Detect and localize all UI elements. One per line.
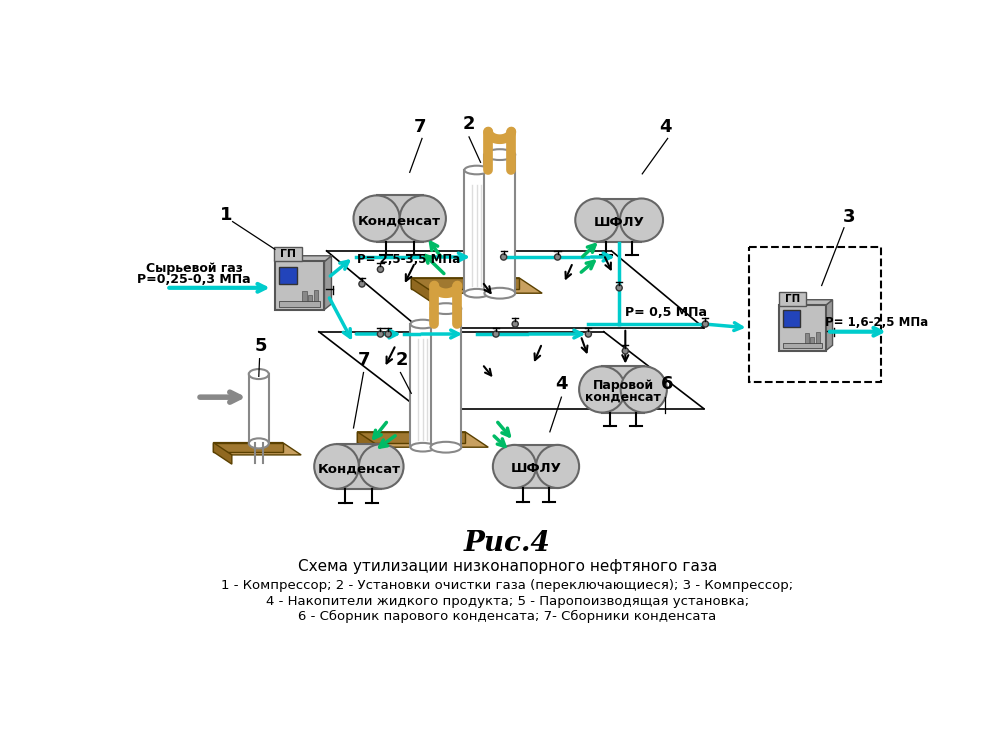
Bar <box>783 311 801 326</box>
Bar <box>783 343 822 348</box>
Bar <box>514 445 558 488</box>
Ellipse shape <box>249 438 269 448</box>
Text: Р= 2,5-3,5 МПа: Р= 2,5-3,5 МПа <box>358 253 461 266</box>
Text: 2: 2 <box>395 351 408 369</box>
Text: конденсат: конденсат <box>585 391 661 403</box>
Text: 6 - Сборник парового конденсата; 7- Сборники конденсата: 6 - Сборник парового конденсата; 7- Сбор… <box>298 610 716 623</box>
Text: 1 - Компрессор; 2 - Установки очистки газа (переключающиеся); 3 - Компрессор;: 1 - Компрессор; 2 - Установки очистки га… <box>221 580 794 592</box>
Bar <box>748 247 881 382</box>
Bar <box>811 337 815 345</box>
Ellipse shape <box>493 445 536 488</box>
Text: ШФЛУ: ШФЛУ <box>510 462 562 476</box>
Circle shape <box>378 331 384 337</box>
Text: Конденсат: Конденсат <box>317 462 400 476</box>
Ellipse shape <box>249 369 269 379</box>
Text: 6: 6 <box>661 375 673 394</box>
Ellipse shape <box>536 445 579 488</box>
Ellipse shape <box>359 444 403 489</box>
Circle shape <box>703 321 709 327</box>
Bar <box>816 332 820 345</box>
Polygon shape <box>411 278 434 304</box>
Bar <box>302 291 306 304</box>
Ellipse shape <box>430 303 461 314</box>
Ellipse shape <box>354 195 399 241</box>
Circle shape <box>500 254 506 260</box>
Text: Схема утилизации низконапорного нефтяного газа: Схема утилизации низконапорного нефтяног… <box>298 559 717 574</box>
Text: Р= 0,5 МПа: Р= 0,5 МПа <box>625 306 708 319</box>
Text: ГП: ГП <box>280 250 296 259</box>
Bar <box>465 170 489 293</box>
Bar <box>274 247 302 262</box>
Text: Рис.4: Рис.4 <box>464 530 551 557</box>
Ellipse shape <box>579 366 625 412</box>
Circle shape <box>616 285 622 291</box>
Ellipse shape <box>465 289 489 297</box>
Text: ШФЛУ: ШФЛУ <box>594 216 644 229</box>
Bar <box>249 374 269 444</box>
Text: 4 - Накопители жидкого продукта; 5 - Паропоизводящая установка;: 4 - Накопители жидкого продукта; 5 - Пар… <box>266 594 749 608</box>
Text: 2: 2 <box>463 115 476 133</box>
Ellipse shape <box>620 366 667 412</box>
Ellipse shape <box>410 319 435 328</box>
Ellipse shape <box>410 443 435 452</box>
Bar <box>275 262 324 310</box>
Bar <box>779 305 826 351</box>
Text: Р= 1,6-2,5 МПа: Р= 1,6-2,5 МПа <box>825 317 928 329</box>
Bar <box>279 301 320 307</box>
Polygon shape <box>213 443 282 452</box>
Ellipse shape <box>620 198 663 241</box>
Ellipse shape <box>314 444 359 489</box>
Polygon shape <box>411 278 519 288</box>
Bar <box>314 290 318 304</box>
Polygon shape <box>826 299 832 351</box>
Bar <box>485 155 515 293</box>
Ellipse shape <box>575 198 618 241</box>
Circle shape <box>378 266 384 273</box>
Bar <box>430 308 461 447</box>
Ellipse shape <box>399 195 446 241</box>
Text: 1: 1 <box>220 206 233 224</box>
Text: Конденсат: Конденсат <box>358 214 441 227</box>
Text: 4: 4 <box>555 375 568 394</box>
Bar <box>279 267 297 284</box>
Ellipse shape <box>485 288 515 299</box>
Polygon shape <box>358 432 381 458</box>
Circle shape <box>512 321 518 327</box>
Text: Р=0,25-0,3 МПа: Р=0,25-0,3 МПа <box>138 273 251 286</box>
Text: Паровой: Паровой <box>593 379 654 392</box>
Circle shape <box>586 331 592 337</box>
Bar <box>779 292 806 306</box>
Text: 5: 5 <box>255 337 268 355</box>
Text: 3: 3 <box>842 207 855 226</box>
Text: ГП: ГП <box>785 294 800 304</box>
Polygon shape <box>358 432 489 447</box>
Text: 4: 4 <box>659 117 672 135</box>
Polygon shape <box>213 443 301 455</box>
Bar <box>597 198 641 241</box>
Bar <box>603 366 644 412</box>
Circle shape <box>622 348 628 354</box>
Ellipse shape <box>465 166 489 175</box>
Ellipse shape <box>430 442 461 452</box>
Polygon shape <box>779 299 832 305</box>
Polygon shape <box>358 432 465 443</box>
Polygon shape <box>213 443 232 464</box>
Ellipse shape <box>485 149 515 160</box>
Polygon shape <box>411 278 542 293</box>
Text: 7: 7 <box>358 351 370 369</box>
Polygon shape <box>275 256 331 262</box>
Polygon shape <box>324 256 331 310</box>
Text: 7: 7 <box>414 117 427 135</box>
Bar <box>410 324 435 447</box>
Circle shape <box>555 254 561 260</box>
Circle shape <box>493 331 499 337</box>
Text: Сырьевой газ: Сырьевой газ <box>146 262 243 275</box>
Bar <box>337 444 382 489</box>
Circle shape <box>359 281 365 287</box>
Bar <box>308 295 312 304</box>
Circle shape <box>385 331 391 337</box>
Bar <box>377 195 423 241</box>
Bar <box>805 333 809 345</box>
